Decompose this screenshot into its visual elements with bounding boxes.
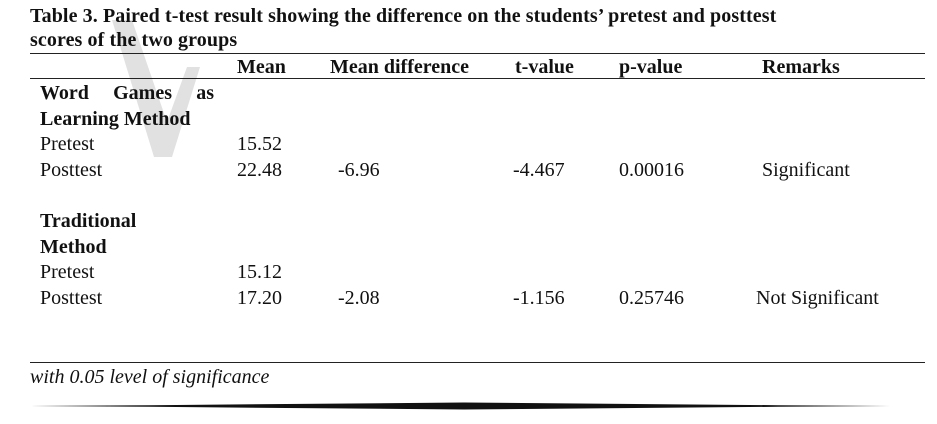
row-label-pretest: Pretest — [40, 133, 95, 155]
table-bottom-rule — [30, 362, 925, 363]
cell-mean-difference: -2.08 — [338, 287, 380, 309]
cell-mean: 15.12 — [237, 261, 282, 283]
cell-p-value: 0.25746 — [619, 287, 684, 309]
group-title-word-games: Word Games as Learning Method — [40, 80, 214, 132]
row-label-posttest: Posttest — [40, 159, 103, 181]
cell-mean: 22.48 — [237, 159, 282, 181]
cell-remarks: Significant — [762, 159, 850, 181]
cell-mean: 17.20 — [237, 287, 282, 309]
cell-p-value: 0.00016 — [619, 159, 684, 181]
group-title-line-1: Traditional — [40, 210, 137, 232]
group-title-traditional: Traditional Method — [40, 208, 136, 260]
cell-remarks: Not Significant — [756, 287, 879, 309]
caption-line-1: Table 3. Paired t-test result showing th… — [30, 5, 777, 27]
cell-t-value: -4.467 — [513, 159, 565, 181]
header-t-value: t-value — [515, 56, 574, 78]
group-title-line-1: Word Games as — [40, 82, 214, 104]
header-mean-difference: Mean difference — [330, 56, 470, 78]
table-header-rule — [30, 78, 925, 79]
header-mean: Mean — [237, 56, 286, 78]
table-top-rule — [30, 53, 925, 54]
significance-note: with 0.05 level of significance — [30, 366, 270, 388]
caption-line-2: scores of the two groups — [30, 29, 238, 51]
cell-t-value: -1.156 — [513, 287, 565, 309]
table-caption: Table 3. Paired t-test result showing th… — [30, 4, 910, 52]
row-label-posttest: Posttest — [40, 287, 103, 309]
header-remarks: Remarks — [762, 56, 840, 78]
header-p-value: p-value — [619, 56, 683, 78]
group-title-line-2: Method — [40, 236, 107, 258]
cell-mean-difference: -6.96 — [338, 159, 380, 181]
row-label-pretest: Pretest — [40, 261, 95, 283]
group-title-line-2: Learning Method — [40, 108, 191, 130]
cell-mean: 15.52 — [237, 133, 282, 155]
section-divider-rule — [30, 402, 898, 410]
